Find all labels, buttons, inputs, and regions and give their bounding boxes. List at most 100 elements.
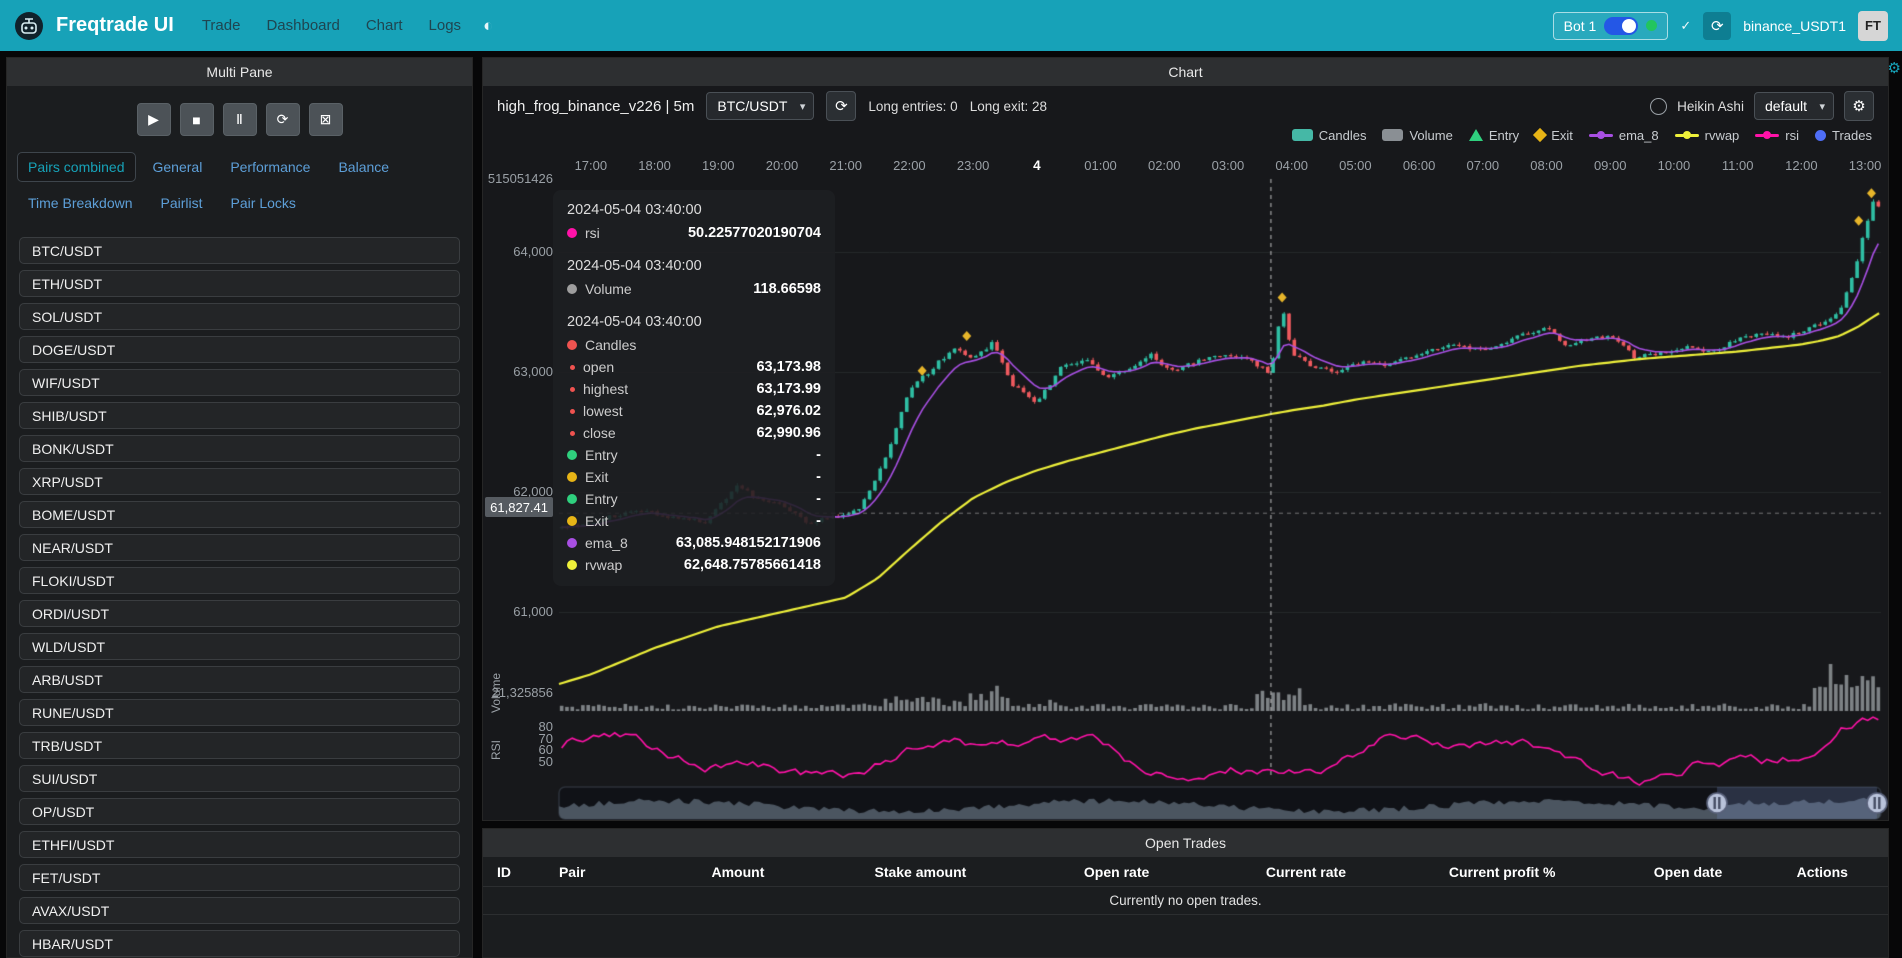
theme-toggle-icon[interactable]: ◐ bbox=[483, 15, 494, 35]
time-axis-label: 20:00 bbox=[765, 158, 799, 173]
navbar: Freqtrade UI Trade Dashboard Chart Logs ◐ B… bbox=[0, 0, 1902, 51]
stop-button[interactable]: ■ bbox=[179, 103, 214, 136]
legend-item-ema-8[interactable]: ema_8 bbox=[1588, 128, 1659, 143]
chart-panel-header: Chart bbox=[483, 58, 1888, 86]
tab-balance[interactable]: Balance bbox=[338, 159, 390, 175]
rsi-axis-label: 60 bbox=[538, 742, 553, 758]
pause-button[interactable]: Ⅱ bbox=[222, 103, 257, 136]
clear-button[interactable]: ⊠ bbox=[308, 103, 343, 136]
pair-select[interactable]: BTC/USDT ▾ bbox=[706, 92, 815, 120]
time-axis-label: 4 bbox=[1033, 158, 1041, 173]
time-axis-label: 04:00 bbox=[1275, 158, 1308, 173]
time-axis-label: 02:00 bbox=[1147, 158, 1181, 173]
pair-item-hbar-usdt[interactable]: HBAR/USDT bbox=[19, 930, 460, 957]
legend-label: Volume bbox=[1409, 127, 1453, 143]
pair-item-rune-usdt[interactable]: RUNE/USDT bbox=[19, 699, 460, 726]
time-axis-label: 05:00 bbox=[1339, 158, 1372, 173]
bot-controls: ▶ ■ Ⅱ ⟳ ⊠ bbox=[7, 86, 472, 149]
bot-toggle-switch[interactable] bbox=[1604, 16, 1639, 35]
pair-item-fet-usdt[interactable]: FET/USDT bbox=[19, 864, 460, 891]
reload-config-button[interactable]: ⟳ bbox=[265, 103, 300, 136]
time-axis-label: 12:00 bbox=[1785, 158, 1818, 173]
pair-item-doge-usdt[interactable]: DOGE/USDT bbox=[19, 336, 460, 363]
plot-settings-button[interactable]: ⚙ bbox=[1844, 91, 1874, 121]
tabs-row-2: Time Breakdown Pairlist Pair Locks bbox=[7, 185, 472, 221]
pair-item-avax-usdt[interactable]: AVAX/USDT bbox=[19, 897, 460, 924]
refresh-chart-button[interactable]: ⟳ bbox=[826, 91, 857, 121]
legend-item-candles[interactable]: Candles bbox=[1291, 128, 1366, 143]
column-header-open-date: Open date bbox=[1653, 864, 1723, 880]
legend-item-rsi[interactable]: rsi bbox=[1755, 128, 1799, 143]
tab-performance[interactable]: Performance bbox=[230, 159, 311, 175]
pair-item-bome-usdt[interactable]: BOME/USDT bbox=[19, 501, 460, 528]
nav-link-dashboard[interactable]: Dashboard bbox=[266, 17, 340, 34]
column-header-stake-amount: Stake amount bbox=[874, 864, 967, 880]
time-axis-label: 19:00 bbox=[701, 158, 735, 173]
tab-pairlist[interactable]: Pairlist bbox=[160, 195, 203, 211]
pair-item-sui-usdt[interactable]: SUI/USDT bbox=[19, 765, 460, 792]
heikin-ashi-checkbox[interactable] bbox=[1650, 97, 1668, 115]
time-axis-label: 11:00 bbox=[1721, 158, 1754, 173]
pair-item-eth-usdt[interactable]: ETH/USDT bbox=[19, 270, 460, 297]
rsi-axis-label: 80 bbox=[538, 719, 553, 734]
chart-toolbar: high_frog_binance_v226 | 5m BTC/USDT ▾ ⟳… bbox=[483, 89, 1888, 123]
pair-select-value: BTC/USDT bbox=[717, 98, 788, 114]
multi-pane-title: Multi Pane bbox=[206, 64, 273, 80]
pair-item-bonk-usdt[interactable]: BONK/USDT bbox=[19, 435, 460, 462]
pair-item-op-usdt[interactable]: OP/USDT bbox=[19, 798, 460, 825]
plot-config-select[interactable]: default ▾ bbox=[1753, 92, 1834, 120]
pair-item-btc-usdt[interactable]: BTC/USDT bbox=[19, 237, 460, 264]
tab-pairs-combined[interactable]: Pairs combined bbox=[17, 152, 136, 182]
pair-item-shib-usdt[interactable]: SHIB/USDT bbox=[19, 402, 460, 429]
volume-pane-label: Volume bbox=[489, 672, 503, 713]
nav-link-chart[interactable]: Chart bbox=[365, 17, 403, 34]
chevron-down-icon: ▾ bbox=[799, 100, 806, 113]
pair-list[interactable]: BTC/USDT ETH/USDT SOL/USDT DOGE/USDT WIF/USD… bbox=[7, 221, 472, 957]
column-header-pair: Pair bbox=[558, 864, 586, 880]
price-chart-canvas[interactable] bbox=[483, 151, 1888, 820]
reload-bot-button[interactable]: ⟳ bbox=[1703, 11, 1732, 40]
layout-settings-button[interactable]: ⚙ bbox=[1887, 60, 1901, 77]
bot-selector[interactable]: Bot 1 bbox=[1552, 11, 1669, 40]
price-axis-label: 61,000 bbox=[513, 604, 553, 619]
pair-item-wif-usdt[interactable]: WIF/USDT bbox=[19, 369, 460, 396]
nav-link-trade[interactable]: Trade bbox=[201, 17, 241, 34]
legend-marker-volume bbox=[1382, 129, 1404, 141]
pair-item-near-usdt[interactable]: NEAR/USDT bbox=[19, 534, 460, 561]
freqtrade-logo-icon[interactable] bbox=[14, 11, 44, 41]
pair-item-ethfi-usdt[interactable]: ETHFI/USDT bbox=[19, 831, 460, 858]
navbar-right: Bot 1 ✓ ⟳ binance_USDT1 FT bbox=[1552, 10, 1888, 41]
avatar[interactable]: FT bbox=[1858, 10, 1888, 41]
crosshair-price-label: 61,827.41 bbox=[485, 497, 553, 517]
legend-marker-trades bbox=[1815, 129, 1827, 141]
tab-time-breakdown[interactable]: Time Breakdown bbox=[28, 195, 133, 211]
open-trades-header: Open Trades bbox=[483, 829, 1888, 857]
axis-top-label: 515051426 bbox=[487, 171, 553, 186]
time-axis-label: 08:00 bbox=[1530, 158, 1563, 173]
legend-item-rvwap[interactable]: rvwap bbox=[1674, 128, 1739, 143]
time-axis-label: 18:00 bbox=[638, 158, 671, 173]
open-trades-panel: Open Trades ID Pair Amount Stake amount Open… bbox=[482, 828, 1889, 958]
legend-item-trades[interactable]: Trades bbox=[1815, 128, 1872, 143]
pair-item-xrp-usdt[interactable]: XRP/USDT bbox=[19, 468, 460, 495]
pair-item-floki-usdt[interactable]: FLOKI/USDT bbox=[19, 567, 460, 594]
pair-item-ordi-usdt[interactable]: ORDI/USDT bbox=[19, 600, 460, 627]
nav-link-logs[interactable]: Logs bbox=[428, 17, 462, 34]
legend-item-entry[interactable]: Entry bbox=[1468, 128, 1519, 143]
time-axis-label: 06:00 bbox=[1402, 158, 1436, 173]
legend-item-volume[interactable]: Volume bbox=[1382, 127, 1453, 143]
pair-item-wld-usdt[interactable]: WLD/USDT bbox=[19, 633, 460, 660]
price-axis-label: 64,000 bbox=[513, 244, 553, 259]
time-axis-label: 01:00 bbox=[1084, 158, 1117, 173]
pair-item-sol-usdt[interactable]: SOL/USDT bbox=[19, 303, 460, 330]
legend-item-exit[interactable]: Exit bbox=[1533, 127, 1573, 143]
brand-title[interactable]: Freqtrade UI bbox=[56, 14, 174, 36]
pair-item-trb-usdt[interactable]: TRB/USDT bbox=[19, 732, 460, 759]
start-button[interactable]: ▶ bbox=[136, 103, 171, 136]
time-axis-label: 09:00 bbox=[1593, 158, 1627, 173]
legend-label: Trades bbox=[1832, 127, 1872, 143]
legend-marker-exit bbox=[1533, 127, 1548, 143]
tab-general[interactable]: General bbox=[152, 159, 203, 175]
pair-item-arb-usdt[interactable]: ARB/USDT bbox=[19, 666, 460, 693]
tab-pair-locks[interactable]: Pair Locks bbox=[230, 195, 296, 211]
